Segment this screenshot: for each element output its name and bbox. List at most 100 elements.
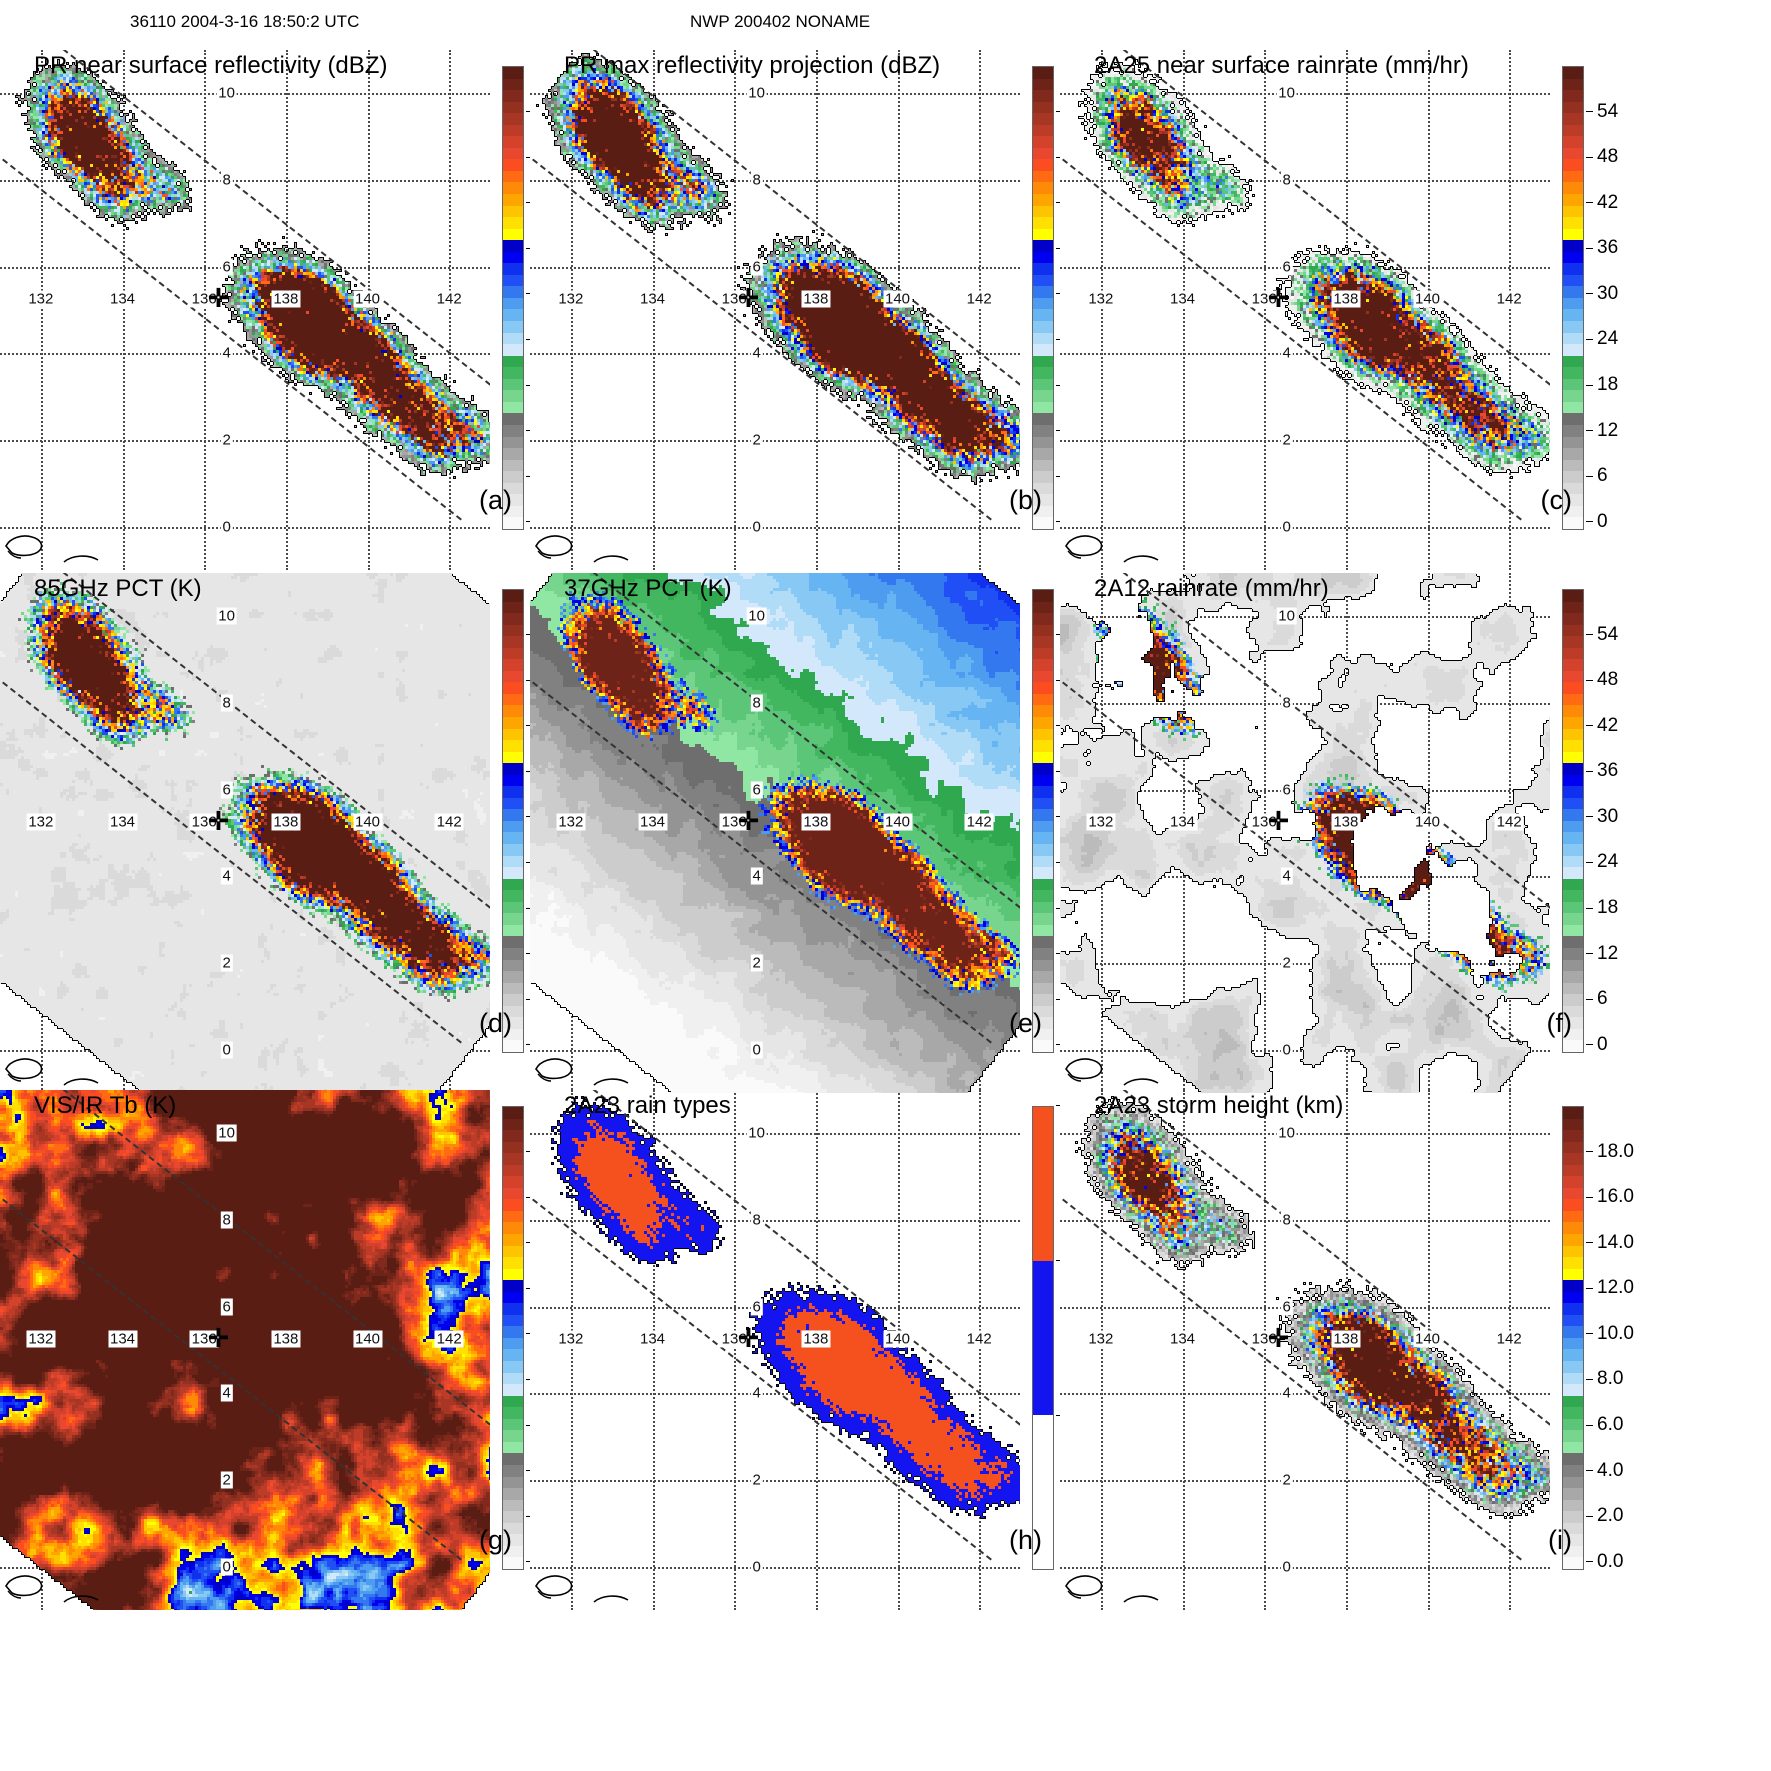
panel-title-e: 37GHz PCT (K) <box>564 575 732 602</box>
colorbar-segment <box>1563 159 1583 171</box>
colorbar-strip <box>502 1106 524 1570</box>
colorbar-tick: 6.0 <box>1586 1414 1623 1436</box>
map-area-b[interactable]: 132 134 136 138 140 142 0 2 4 6 8 10 ✛ <box>530 50 1020 570</box>
colorbar-tick: 24 <box>1586 851 1618 873</box>
map-area-i[interactable]: 132 134 136 138 140 142 0 2 4 6 8 10 ✛ <box>1060 1090 1550 1610</box>
panel-g: 132 134 136 138 140 142 0 2 4 6 8 10 ✛ VIS/IR Tb (K)(… <box>0 1062 590 1652</box>
colorbar-segment <box>1563 1222 1583 1235</box>
colorbar-segment <box>1563 1522 1583 1535</box>
colorbar-segment <box>1033 844 1053 856</box>
colorbar-strip <box>1032 589 1054 1053</box>
colorbar-segment <box>503 1210 523 1223</box>
map-area-e[interactable]: 132 134 136 138 140 142 0 2 4 6 8 10 ✛ <box>530 573 1020 1093</box>
colorbar-segment <box>1563 182 1583 195</box>
longitude-tick-label: 132 <box>1086 813 1116 831</box>
latitude-tick-label: 6 <box>220 258 233 276</box>
latitude-tick-label: 10 <box>216 84 237 102</box>
map-area-d[interactable]: 132 134 136 138 140 142 0 2 4 6 8 10 ✛ <box>0 573 490 1093</box>
colorbar-segment <box>503 297 523 310</box>
longitude-tick-label: 140 <box>352 813 383 831</box>
colorbar-segment <box>503 682 523 694</box>
colorbar-segment <box>503 705 523 718</box>
colorbar-segment <box>1563 494 1583 506</box>
colorbar-tick: 30 <box>1586 806 1618 828</box>
colorbar-segment <box>1563 1453 1583 1465</box>
longitude-tick-label: 138 <box>271 1330 301 1348</box>
colorbar-segment <box>1563 1499 1583 1512</box>
longitude-tick-label: 132 <box>1086 290 1116 308</box>
colorbar-segment <box>503 613 523 625</box>
header-left-title: 36110 2004-3-16 18:50:2 UTC <box>130 12 360 31</box>
longitude-tick-label: 134 <box>1167 813 1198 831</box>
longitude-tick-label: 134 <box>107 290 138 308</box>
colorbar-segment <box>1563 1407 1583 1419</box>
map-area-f[interactable]: 132 134 136 138 140 142 0 2 4 6 8 10 ✛ <box>1060 573 1550 1093</box>
colorbar-segment <box>1563 601 1583 614</box>
longitude-tick-label: 132 <box>556 813 586 831</box>
colorbar-segment <box>1563 1488 1583 1500</box>
latitude-tick-label: 4 <box>220 344 233 362</box>
data-raster-raintype <box>530 1090 1020 1610</box>
colorbar-segment <box>1033 601 1053 614</box>
colorbar-segment <box>1563 867 1583 879</box>
colorbar-segment <box>1563 424 1583 437</box>
map-area-a[interactable]: 132 134 136 138 140 142 0 2 4 6 8 10 ✛ <box>0 50 490 570</box>
colorbar-segment <box>1033 670 1053 683</box>
colorbar-segment <box>503 1314 523 1327</box>
colorbar-segment <box>503 994 523 1006</box>
longitude-tick-label: 142 <box>964 290 994 308</box>
map-area-c[interactable]: 132 134 136 138 140 142 0 2 4 6 8 10 ✛ <box>1060 50 1550 570</box>
colorbar-segment <box>503 763 523 775</box>
longitude-tick-label: 132 <box>556 1330 586 1348</box>
colorbar-segment <box>503 1245 523 1258</box>
colorbar-segment <box>1033 448 1053 460</box>
colorbar-tick-label: 6.0 <box>1597 1414 1624 1436</box>
colorbar-segment <box>1563 1337 1583 1350</box>
colorbar-segment <box>1563 90 1583 102</box>
colorbar-tick: 48 <box>1586 669 1618 691</box>
colorbar-tick-label: 54 <box>1597 100 1619 122</box>
colorbar-segment <box>503 913 523 925</box>
colorbar-segment <box>1563 1040 1583 1052</box>
colorbar-segment <box>1563 205 1583 218</box>
latitude-tick-label: 2 <box>750 1471 763 1489</box>
longitude-tick-label: 142 <box>1494 1330 1524 1348</box>
colorbar-segment <box>503 590 523 602</box>
colorbar-segment <box>1563 517 1583 529</box>
colorbar-tick-label: 12 <box>1597 942 1619 964</box>
colorbar-segment <box>1563 959 1583 972</box>
colorbar-segment <box>1033 436 1053 449</box>
colorbar-segment <box>1033 332 1053 345</box>
colorbar-segment <box>503 855 523 868</box>
colorbar-segment <box>1033 182 1053 195</box>
colorbar-segment <box>503 1187 523 1200</box>
colorbar-tick-label: 0.0 <box>1597 1550 1624 1572</box>
colorbar-segment <box>1563 613 1583 625</box>
colorbar-segment <box>503 194 523 206</box>
longitude-tick-label: 132 <box>556 290 586 308</box>
map-area-h[interactable]: 132 134 136 138 140 142 0 2 4 6 8 10 ✛ <box>530 1090 1020 1610</box>
colorbar-segment <box>1563 1511 1583 1523</box>
colorbar-segment <box>1033 297 1053 310</box>
latitude-tick-label: 8 <box>750 694 763 712</box>
latitude-tick-label: 6 <box>1280 258 1293 276</box>
longitude-tick-label: 140 <box>882 290 913 308</box>
data-raster-pr_max <box>530 50 1020 570</box>
colorbar-segment <box>503 1164 523 1177</box>
latitude-tick-label: 0 <box>750 1041 763 1059</box>
colorbar-strip <box>1032 66 1054 530</box>
longitude-tick-label: 132 <box>1086 1330 1116 1348</box>
panel-b: 132 134 136 138 140 142 0 2 4 6 8 10 ✛ PR max reflect… <box>530 22 1120 612</box>
center-cross-marker: ✛ <box>1267 284 1289 313</box>
colorbar-segment <box>1033 728 1053 741</box>
colorbar-segment <box>503 647 523 660</box>
longitude-tick-label: 132 <box>26 1330 56 1348</box>
colorbar-segment <box>1563 263 1583 275</box>
colorbar-segment <box>1033 1017 1053 1029</box>
longitude-tick-label: 134 <box>1167 1330 1198 1348</box>
colorbar-tick-labels: 54 48 42 36 30 24 18 12 6 0 <box>1586 585 1644 1085</box>
map-area-g[interactable]: 132 134 136 138 140 142 0 2 4 6 8 10 ✛ <box>0 1090 490 1610</box>
colorbar-segment <box>1033 505 1053 518</box>
colorbar-segment <box>1033 890 1053 902</box>
longitude-tick-label: 140 <box>352 1330 383 1348</box>
